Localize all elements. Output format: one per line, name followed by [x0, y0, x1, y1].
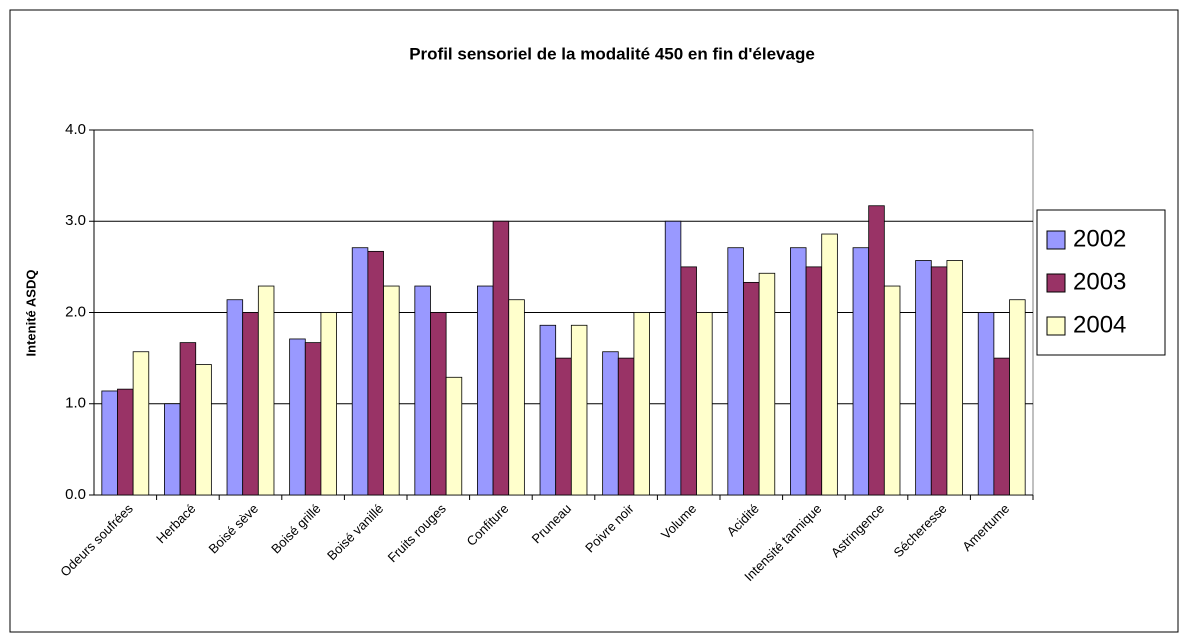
bar	[727, 247, 744, 496]
bar	[758, 272, 776, 496]
bar	[101, 390, 118, 496]
bar	[821, 233, 838, 496]
bar	[477, 285, 494, 496]
bar	[164, 403, 181, 496]
bar	[743, 281, 760, 496]
bar	[367, 250, 384, 496]
y-tick-label: 3.0	[65, 212, 86, 229]
y-tick-label: 1.0	[65, 395, 86, 412]
legend-swatch	[1046, 316, 1066, 336]
bar	[977, 312, 995, 496]
bar	[790, 247, 807, 496]
bar	[555, 357, 572, 496]
bar	[930, 266, 948, 496]
bar	[430, 312, 447, 496]
bar	[414, 285, 431, 496]
bar	[242, 312, 259, 496]
bar	[946, 260, 963, 496]
bar	[445, 376, 463, 496]
bar	[320, 312, 337, 496]
legend-swatch	[1046, 230, 1066, 250]
bar	[602, 351, 619, 496]
legend-swatch	[1046, 273, 1066, 293]
bar	[852, 247, 870, 496]
y-axis-label: Intenité ASDQ	[23, 270, 38, 357]
bar	[617, 357, 635, 496]
bar	[179, 342, 197, 496]
bar	[226, 299, 244, 496]
bar	[539, 324, 557, 496]
bar	[915, 260, 932, 496]
bar	[1009, 299, 1026, 496]
bar	[304, 342, 322, 496]
y-tick-label: 2.0	[65, 303, 86, 320]
bar	[868, 205, 885, 496]
bar	[383, 285, 400, 496]
bar	[195, 364, 212, 496]
y-tick-label: 4.0	[65, 121, 86, 138]
bar	[633, 312, 650, 496]
legend-label: 2004	[1073, 311, 1126, 338]
bar	[351, 247, 369, 496]
bar	[132, 351, 150, 496]
y-tick-label: 0.0	[65, 486, 86, 503]
bar	[117, 388, 134, 496]
legend-label: 2003	[1073, 268, 1126, 295]
bar	[508, 299, 525, 496]
bar	[257, 285, 275, 496]
bar	[492, 220, 510, 496]
bar	[570, 324, 588, 496]
chart-title: Profil sensoriel de la modalité 450 en f…	[409, 44, 815, 63]
bar	[993, 357, 1010, 496]
legend-label: 2002	[1073, 225, 1126, 252]
bar	[805, 266, 823, 496]
bar	[289, 338, 306, 496]
bar	[680, 266, 697, 496]
bar	[664, 220, 682, 496]
bar	[883, 285, 901, 496]
bar	[696, 312, 713, 496]
